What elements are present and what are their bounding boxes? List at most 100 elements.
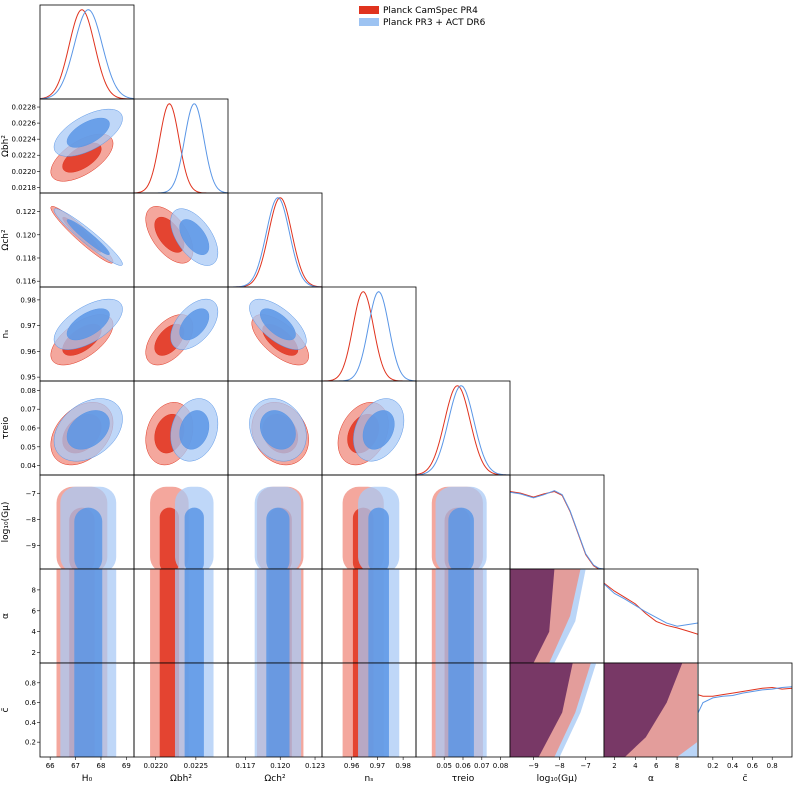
panel-omch2-alpha: [227, 568, 323, 664]
ylabel-ns: nₛ: [1, 329, 11, 338]
panel-frame-5-5: [509, 474, 605, 570]
panel-H0-ns: 0.95 0.96 0.97 0.98 nₛ: [1, 286, 135, 382]
panel-body-1-6: [150, 569, 214, 663]
panel-frame-7-7: [697, 662, 793, 758]
panel-body-0-3: [50, 298, 123, 366]
xtick-label-logGmu-0: −9: [528, 762, 538, 770]
band-tau-cbar-act-inner: [448, 663, 474, 757]
xtick-cbar-1: 0.4: [727, 757, 739, 770]
ytick-ns-2: 0.97: [20, 322, 40, 330]
ytick-omch2-0: 0.116: [16, 278, 40, 286]
xtick-label-ns-1: 0.97: [370, 762, 386, 770]
ytick-cbar-2: 0.6: [25, 699, 40, 707]
contour-omch2-tau-act-inner: [260, 410, 296, 450]
ytick-label-ombh2-0: 0.0218: [12, 184, 37, 192]
panel-ombh2-cbar: 0.0220 0.0225 Ωbh²: [133, 662, 229, 784]
ytick-label-cbar-0: 0.2: [25, 739, 36, 747]
contour-H0-omch2-act-inner: [66, 219, 110, 255]
panel-cbar-cbar: 0.2 0.4 0.6 0.8 c̄: [697, 662, 793, 784]
ytick-label-alpha-3: 8: [32, 586, 36, 594]
panel-body-2-4: [249, 398, 309, 466]
xtick-label-alpha-1: 4: [633, 762, 638, 770]
ytick-omch2-3: 0.122: [16, 208, 40, 216]
xtick-label-alpha-2: 6: [654, 762, 659, 770]
panel-ombh2-ns: [133, 286, 229, 382]
ytick-tau-0: 0.04: [20, 462, 40, 470]
band-ombh2-cbar-planck-inner: [159, 663, 179, 757]
ytick-tau-2: 0.06: [20, 425, 40, 433]
xtick-tau-0: 0.05: [436, 757, 452, 770]
ytick-label-cbar-1: 0.4: [25, 719, 37, 727]
ytick-label-cbar-2: 0.6: [25, 699, 37, 707]
panel-body-0-5: [56, 486, 117, 569]
band-ombh2-logGmu-planck-inner: [159, 507, 179, 569]
ytick-label-ns-2: 0.97: [20, 322, 36, 330]
xtick-H0-2: 68: [97, 757, 105, 770]
panel-body-0-4: [50, 398, 123, 466]
panel-body-1-2: [145, 206, 219, 266]
xlabel-ombh2: Ωbh²: [170, 774, 192, 784]
panel-body-3-5: [342, 486, 400, 569]
xtick-label-tau-3: 0.08: [493, 762, 509, 770]
xtick-label-ombh2-1: 0.0225: [184, 762, 209, 770]
marginal-ombh2-planck: [134, 103, 228, 193]
ytick-label-tau-0: 0.04: [20, 462, 36, 470]
xtick-label-tau-1: 0.06: [455, 762, 471, 770]
ytick-logGmu-2: −7: [26, 490, 40, 498]
panel-tau-tau: [415, 380, 511, 476]
xtick-H0-1: 67: [71, 757, 80, 770]
marginal-tau-act: [416, 385, 510, 475]
panel-frame-1-1: [133, 98, 229, 194]
xtick-alpha-2: 6: [654, 757, 659, 770]
marginal-omch2-planck: [228, 197, 322, 287]
contour-ombh2-ns-act-inner: [179, 308, 210, 341]
xlabel-omch2: Ωch²: [264, 774, 286, 784]
band-H0-logGmu-act-inner: [74, 507, 103, 569]
ytick-label-ns-1: 0.96: [20, 348, 36, 356]
ytick-tau-3: 0.07: [20, 406, 40, 414]
band-ns-cbar-act-inner: [368, 663, 389, 757]
panel-H0-H0: [39, 4, 135, 100]
panel-ombh2-omch2: [133, 192, 229, 288]
contour-ombh2-omch2-act-inner: [179, 219, 210, 255]
panel-body-3-7: [342, 663, 400, 757]
xtick-omch2-0: 0.117: [235, 757, 255, 770]
xlabel-ns: nₛ: [364, 774, 373, 784]
panel-ns-tau: [321, 380, 417, 476]
panel-body-4-6: [431, 569, 487, 663]
panel-body-0-2: [50, 206, 123, 266]
panel-body-3-4: [337, 398, 405, 466]
panel-frame-6-6: [603, 568, 699, 664]
ytick-label-omch2-1: 0.118: [16, 254, 36, 262]
ytick-label-cbar-3: 0.8: [25, 679, 36, 687]
xtick-label-H0-3: 69: [122, 762, 131, 770]
xtick-cbar-2: 0.6: [747, 757, 759, 770]
panel-body-1-7: [150, 663, 214, 757]
xtick-label-omch2-2: 0.123: [305, 762, 325, 770]
panel-body-2-2: [228, 197, 322, 287]
panel-body-1-4: [145, 398, 219, 466]
xtick-alpha-3: 8: [675, 757, 679, 770]
ytick-cbar-1: 0.4: [25, 719, 40, 727]
panel-body-5-7: [510, 663, 597, 757]
panel-ns-cbar: 0.96 0.97 0.98 nₛ: [321, 662, 417, 784]
panel-omch2-logGmu: [227, 474, 323, 570]
marginal-logGmu-planck: [510, 490, 604, 569]
xtick-cbar-3: 0.8: [767, 757, 778, 770]
marginal-H0-planck: [40, 9, 134, 99]
band-ombh2-alpha-planck-inner: [159, 569, 179, 663]
panel-ombh2-ombh2: [133, 98, 229, 194]
band-omch2-alpha-act-inner: [266, 569, 290, 663]
ytick-alpha-0: 2: [32, 649, 40, 657]
marginal-alpha-planck: [604, 582, 698, 635]
band-H0-alpha-act-inner: [74, 569, 103, 663]
contour-omch2-ns-act-inner: [260, 308, 296, 341]
ytick-alpha-2: 6: [32, 607, 40, 615]
xtick-label-H0-1: 67: [71, 762, 80, 770]
ytick-alpha-1: 4: [32, 628, 40, 636]
panel-body-5-6: [510, 569, 586, 663]
marginal-logGmu-act: [510, 490, 604, 569]
panel-alpha-alpha: [603, 568, 699, 664]
panel-ombh2-alpha: [133, 568, 229, 664]
